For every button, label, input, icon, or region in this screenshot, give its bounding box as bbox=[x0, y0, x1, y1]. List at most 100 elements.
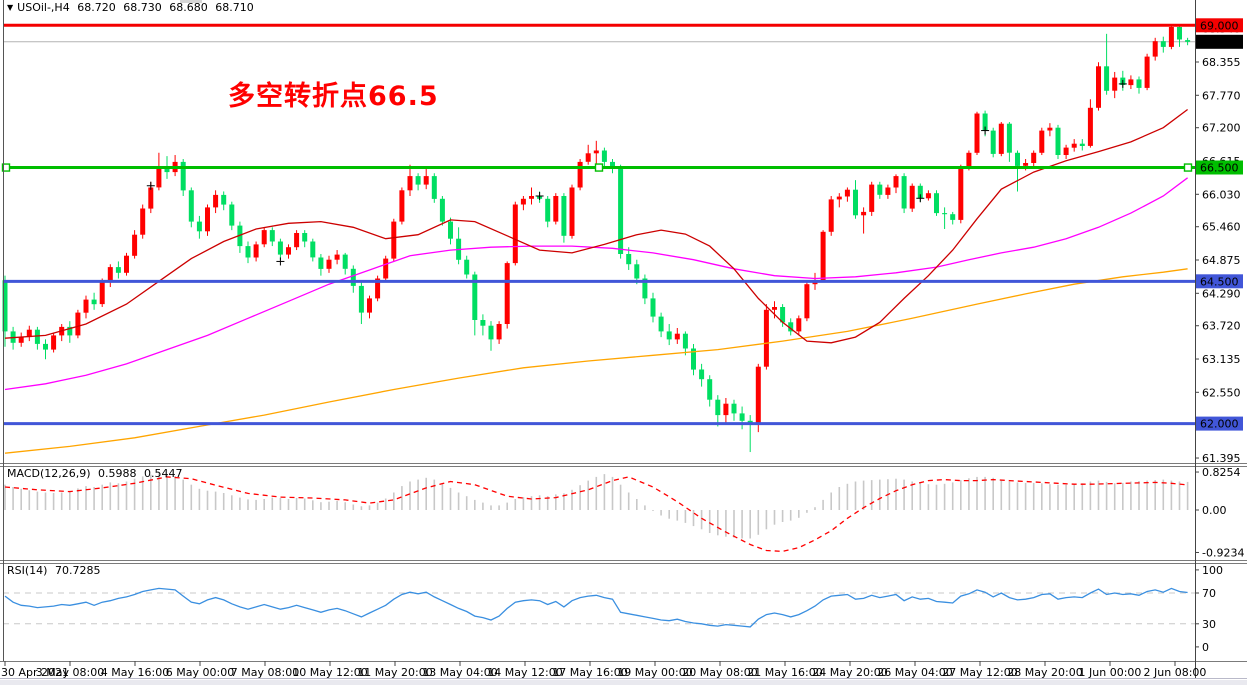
candle bbox=[1087, 99, 1093, 148]
svg-text:68.710: 68.710 bbox=[1200, 36, 1239, 49]
annotation-text[interactable]: 多空转折点66.5 bbox=[228, 81, 439, 112]
candle bbox=[1039, 127, 1045, 156]
quote-open: 68.720 bbox=[77, 1, 116, 14]
candle bbox=[431, 173, 437, 203]
candle bbox=[156, 152, 162, 191]
quote-low: 68.680 bbox=[169, 1, 208, 14]
price-tick-label: 61.395 bbox=[1202, 452, 1241, 465]
support1-price-badge: 64.500 bbox=[1196, 274, 1243, 288]
candle bbox=[836, 193, 842, 208]
time-label: 26 May 04:00 bbox=[877, 666, 952, 679]
price-tick-label: 64.290 bbox=[1202, 287, 1241, 300]
candle bbox=[286, 244, 291, 259]
price-tick-label: 68.355 bbox=[1202, 56, 1241, 69]
candle bbox=[691, 343, 696, 376]
candle bbox=[124, 252, 129, 276]
candle bbox=[545, 195, 551, 228]
candle bbox=[464, 255, 470, 279]
candle bbox=[942, 207, 948, 230]
candle bbox=[893, 174, 899, 194]
candle bbox=[132, 230, 138, 259]
candle bbox=[796, 315, 802, 336]
candle bbox=[1160, 36, 1166, 53]
candle bbox=[18, 332, 24, 347]
macd-main-value: 0.5988 bbox=[98, 467, 137, 480]
rsi-tick-label: 70 bbox=[1202, 587, 1216, 600]
time-label: 1 Jun 00:00 bbox=[1079, 666, 1142, 679]
candle bbox=[221, 191, 227, 211]
symbol-dropdown-icon[interactable]: ▼ bbox=[7, 3, 14, 12]
candle bbox=[723, 397, 729, 424]
ma-fast-red bbox=[4, 108, 1188, 344]
candle bbox=[1112, 71, 1118, 99]
candle bbox=[43, 339, 48, 360]
hline-handle[interactable] bbox=[1183, 163, 1193, 172]
candle bbox=[998, 122, 1004, 157]
candle bbox=[83, 295, 89, 319]
candle bbox=[302, 230, 308, 248]
rsi-axis[interactable]: 100 70 30 0 bbox=[1195, 564, 1223, 654]
hline-handle[interactable] bbox=[1, 163, 11, 172]
doji-marker bbox=[1118, 79, 1127, 88]
candle bbox=[245, 241, 251, 264]
candle bbox=[67, 321, 73, 343]
hline-handle[interactable] bbox=[594, 163, 604, 172]
candle bbox=[626, 247, 632, 270]
price-axis[interactable]: 68.94068.35567.77067.20066.61566.03065.4… bbox=[1195, 18, 1243, 465]
candle bbox=[1031, 150, 1037, 168]
candle bbox=[480, 314, 486, 336]
candle bbox=[1006, 122, 1012, 162]
candle bbox=[205, 204, 210, 236]
macd-pane[interactable] bbox=[4, 473, 1189, 553]
rsi-indicator-label: RSI(14) 70.7285 bbox=[7, 564, 104, 577]
candle bbox=[755, 363, 761, 433]
rsi-tick-label: 100 bbox=[1202, 564, 1223, 577]
candle bbox=[261, 227, 267, 248]
candle bbox=[237, 221, 243, 253]
price-pane[interactable] bbox=[1, 23, 1196, 454]
candle bbox=[974, 111, 980, 156]
candle bbox=[512, 201, 518, 266]
macd-signal-value: 0.5447 bbox=[144, 467, 183, 480]
candle bbox=[853, 180, 858, 219]
candle bbox=[682, 331, 688, 356]
candle bbox=[1152, 37, 1158, 61]
resistance-price-badge: 69.000 bbox=[1196, 18, 1243, 33]
candle bbox=[75, 309, 81, 339]
candle bbox=[642, 274, 648, 305]
candle bbox=[1015, 150, 1020, 192]
candle bbox=[172, 155, 178, 177]
doji-marker bbox=[535, 191, 544, 200]
candle bbox=[59, 324, 65, 342]
candle bbox=[747, 415, 753, 453]
candle bbox=[375, 275, 381, 302]
candle bbox=[520, 195, 526, 211]
macd-tick-label: -0.9234 bbox=[1202, 546, 1244, 559]
candle bbox=[334, 250, 340, 265]
candle bbox=[877, 181, 883, 199]
time-label: 4 May 16:00 bbox=[101, 666, 169, 679]
candle bbox=[601, 147, 607, 168]
candle bbox=[407, 164, 413, 196]
candle bbox=[504, 261, 510, 329]
candle bbox=[399, 187, 405, 225]
candle bbox=[934, 190, 939, 216]
candle bbox=[1185, 37, 1191, 46]
candle bbox=[861, 207, 867, 234]
pivot-price-badge: 66.500 bbox=[1196, 160, 1243, 175]
candle bbox=[739, 406, 745, 430]
candle bbox=[456, 227, 462, 265]
svg-text:64.500: 64.500 bbox=[1200, 275, 1239, 288]
candle bbox=[180, 159, 186, 196]
candle bbox=[140, 204, 146, 239]
candle bbox=[115, 261, 121, 279]
candle bbox=[269, 227, 275, 247]
macd-axis[interactable]: 0.8254 0.00 -0.9234 bbox=[1195, 466, 1244, 559]
rsi-pane[interactable] bbox=[3, 587, 1195, 628]
candle bbox=[277, 238, 283, 260]
candle bbox=[188, 187, 194, 228]
candle bbox=[213, 190, 219, 214]
